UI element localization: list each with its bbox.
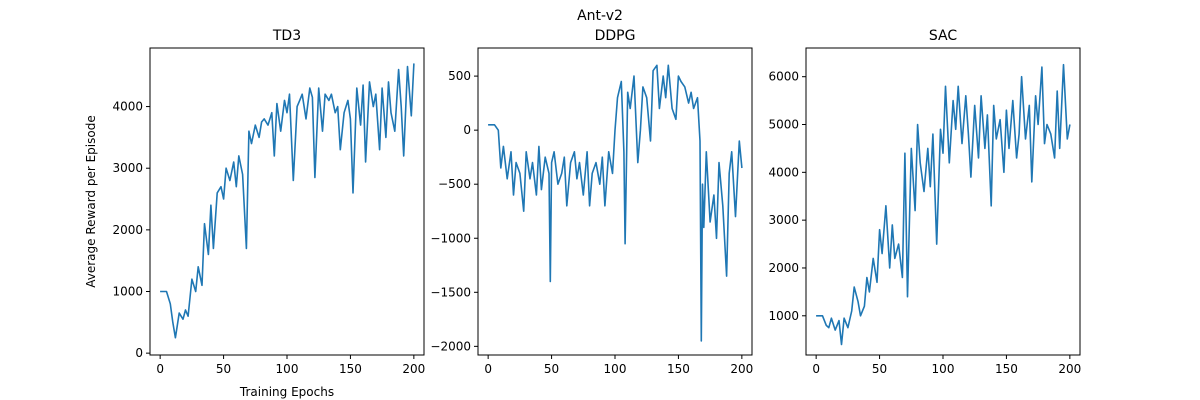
ddpg-y-tick-label: −500 xyxy=(438,177,471,191)
td3-x-tick-label: 150 xyxy=(339,362,362,376)
ddpg-panel: DDPG 0 50 100 150 200 500 0 −500 −1000 −1500 −2000 xyxy=(430,28,753,376)
td3-x-tick-label: 200 xyxy=(402,362,425,376)
td3-title: TD3 xyxy=(272,28,301,44)
sac-axes-frame xyxy=(806,48,1080,355)
td3-y-tick-label: 3000 xyxy=(112,161,143,175)
sac-y-tick-label: 4000 xyxy=(768,165,799,179)
td3-y-tick-label: 2000 xyxy=(112,223,143,237)
sac-series-line xyxy=(816,65,1070,345)
sac-y-tick-label: 3000 xyxy=(768,213,799,227)
sac-x-tick-label: 150 xyxy=(995,362,1018,376)
ddpg-x-tick-label: 200 xyxy=(730,362,753,376)
sac-x-tick-label: 50 xyxy=(872,362,887,376)
ddpg-series-line xyxy=(488,65,742,341)
td3-x-axis-label: Training Epochs xyxy=(239,385,334,399)
ddpg-x-tick-label: 50 xyxy=(544,362,559,376)
sac-x-tick-label: 0 xyxy=(812,362,820,376)
td3-y-tick-label: 4000 xyxy=(112,100,143,114)
td3-y-tick-label: 0 xyxy=(135,346,143,360)
ddpg-y-tick-label: 500 xyxy=(448,69,471,83)
td3-y-axis-label: Average Reward per Episode xyxy=(84,115,98,287)
sac-y-tick-label: 5000 xyxy=(768,118,799,132)
td3-series-line xyxy=(160,63,414,337)
sac-y-tick-label: 1000 xyxy=(768,309,799,323)
ddpg-x-tick-label: 100 xyxy=(604,362,627,376)
td3-x-tick-label: 50 xyxy=(216,362,231,376)
sac-x-tick-label: 200 xyxy=(1058,362,1081,376)
ddpg-title: DDPG xyxy=(595,28,636,44)
sac-title: SAC xyxy=(929,28,957,44)
sac-x-tick-label: 100 xyxy=(932,362,955,376)
td3-x-tick-label: 0 xyxy=(156,362,164,376)
ddpg-x-tick-label: 150 xyxy=(667,362,690,376)
ddpg-axes-frame xyxy=(478,48,752,355)
td3-x-tick-label: 100 xyxy=(276,362,299,376)
sac-y-tick-label: 6000 xyxy=(768,70,799,84)
ddpg-y-tick-label: −1000 xyxy=(430,231,471,245)
sac-y-tick-label: 2000 xyxy=(768,261,799,275)
ddpg-y-tick-label: −1500 xyxy=(430,285,471,299)
ddpg-y-tick-label: 0 xyxy=(463,123,471,137)
figure-suptitle: Ant-v2 xyxy=(577,8,623,24)
ddpg-y-tick-label: −2000 xyxy=(430,339,471,353)
td3-y-tick-label: 1000 xyxy=(112,285,143,299)
ddpg-x-tick-label: 0 xyxy=(484,362,492,376)
sac-panel: SAC 0 50 100 150 200 1000 2000 3000 4000 5000 6000 xyxy=(768,28,1081,376)
